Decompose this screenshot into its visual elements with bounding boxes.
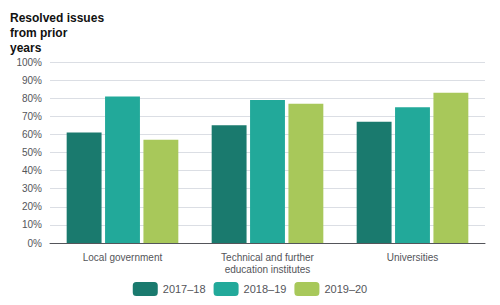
svg-text:Resolved issues: Resolved issues — [10, 11, 104, 25]
svg-text:50%: 50% — [22, 147, 42, 158]
svg-text:60%: 60% — [22, 129, 42, 140]
svg-text:0%: 0% — [28, 238, 43, 249]
svg-text:2018–19: 2018–19 — [244, 283, 287, 295]
svg-text:70%: 70% — [22, 111, 42, 122]
svg-text:Technical and further: Technical and further — [221, 252, 315, 263]
svg-text:2017–18: 2017–18 — [163, 283, 206, 295]
svg-text:100%: 100% — [16, 57, 42, 68]
svg-text:2019–20: 2019–20 — [324, 283, 367, 295]
svg-text:education institutes: education institutes — [225, 264, 311, 275]
svg-text:years: years — [10, 41, 42, 55]
svg-text:20%: 20% — [22, 201, 42, 212]
svg-text:Local government: Local government — [83, 252, 163, 263]
svg-text:30%: 30% — [22, 183, 42, 194]
svg-text:90%: 90% — [22, 75, 42, 86]
svg-text:from prior: from prior — [10, 26, 68, 40]
svg-text:10%: 10% — [22, 219, 42, 230]
svg-text:80%: 80% — [22, 93, 42, 104]
svg-text:40%: 40% — [22, 165, 42, 176]
svg-text:Universities: Universities — [387, 252, 439, 263]
